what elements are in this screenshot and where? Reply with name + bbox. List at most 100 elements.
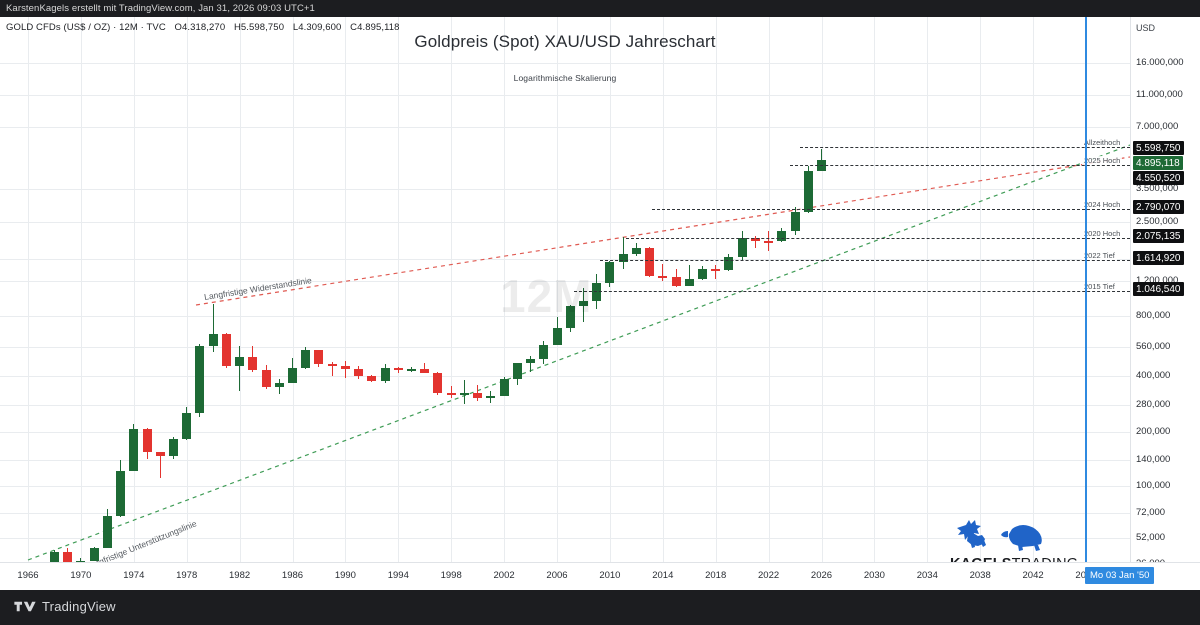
candle-body [168, 438, 178, 456]
plot-area[interactable]: Langfristige Widerstandslinie Langfristi… [0, 17, 1130, 562]
legend-symbol[interactable]: GOLD CFDs (US$ / OZ) · 12M · TVC [6, 22, 166, 33]
level-label: 2024 Hoch [1082, 200, 1123, 209]
candle-body [737, 238, 747, 257]
candle-body [129, 428, 139, 471]
level-label: 2025 Hoch [1082, 156, 1123, 165]
candle-body [102, 515, 112, 549]
annotation-support: Langfristige Unterstützungslinie [84, 518, 198, 562]
price-tick-label: 72,000 [1136, 507, 1166, 518]
time-tick-label: 2042 [1022, 570, 1044, 581]
grid-line-vertical [715, 17, 717, 562]
candle-body [499, 378, 509, 396]
candle-body [459, 392, 469, 395]
candle-body [433, 372, 443, 393]
price-tick-label: 2.500,000 [1136, 216, 1179, 227]
candle-body [777, 231, 787, 242]
candle-wick [715, 265, 717, 279]
time-tick-label: 2014 [652, 570, 674, 581]
candle-body [327, 364, 337, 367]
price-tick-label: 1.200,000 [1136, 275, 1179, 286]
grid-line-vertical [927, 17, 929, 562]
candle-wick [754, 235, 756, 249]
candle-body [393, 367, 403, 370]
annotation-resistance: Langfristige Widerstandslinie [203, 275, 313, 302]
candle-wick [530, 355, 532, 373]
time-tick-label: 1998 [440, 570, 462, 581]
candle-wick [159, 451, 161, 479]
time-tick-label: 2022 [758, 570, 780, 581]
price-tick-label: 52,000 [1136, 532, 1166, 543]
footer-bar: TradingView [0, 590, 1200, 625]
candle-body [261, 369, 271, 388]
candle-body [764, 241, 774, 244]
candle-body [301, 350, 311, 369]
time-cursor-badge: Mo 03 Jan '50 [1085, 567, 1155, 584]
time-tick-label: 1990 [334, 570, 356, 581]
price-tick-label: 16.000,000 [1136, 57, 1184, 68]
candle-wick [688, 264, 690, 287]
bull-bear-icon [957, 520, 1042, 551]
candle-wick [424, 362, 426, 374]
level-label: 2022 Tief [1082, 251, 1117, 260]
candle-body [354, 369, 364, 377]
price-tag: 1.046,540 [1133, 282, 1184, 296]
grid-line-horizontal [0, 460, 1130, 461]
time-tick-label: 2034 [916, 570, 938, 581]
candle-wick [662, 263, 664, 281]
legend-low: L4.309,600 [292, 22, 342, 33]
candle-body [526, 358, 536, 363]
level-label: Allzeithoch [1082, 138, 1123, 147]
candle-body [367, 376, 377, 382]
candle-body [314, 350, 324, 365]
tradingview-logo[interactable]: TradingView [14, 599, 116, 614]
candle-body [274, 382, 284, 388]
candle-body [248, 356, 258, 370]
candle-body [565, 305, 575, 329]
candle-wick [80, 557, 82, 562]
time-tick-label: 1978 [176, 570, 198, 581]
tradingview-wordmark: TradingView [42, 599, 116, 614]
candle-body [539, 345, 549, 359]
grid-line-horizontal [0, 405, 1130, 406]
logo-trading: TRADING [1012, 556, 1079, 562]
candle-body [684, 279, 694, 286]
logo-kagels: KAGELS [950, 556, 1012, 562]
price-tag: 4.895,118 [1133, 156, 1183, 170]
price-tag: 5.598,750 [1133, 141, 1184, 155]
candle-wick [622, 237, 624, 269]
candle-body [380, 367, 390, 382]
grid-line-horizontal [0, 513, 1130, 514]
candle-body [724, 256, 734, 271]
candle-body [486, 395, 496, 398]
price-tag: 4.550,520 [1133, 171, 1184, 185]
candle-wick [821, 149, 822, 171]
candle-wick [344, 361, 346, 379]
time-axis[interactable]: 1966 1970 1974 1978 1982 1986 1990 1994 1998 2002… [0, 562, 1200, 590]
candle-body [552, 328, 562, 346]
price-tick-label: 11.000,000 [1136, 89, 1183, 100]
candle-body [697, 269, 707, 280]
candle-body [208, 334, 218, 346]
time-tick-label: 2006 [546, 570, 568, 581]
candle-body [592, 283, 602, 301]
price-axis[interactable]: USD 16.000,000 11.000,000 7.000,000 3.500,0… [1130, 17, 1200, 590]
grid-line-vertical [980, 17, 982, 562]
candle-body [658, 275, 668, 278]
time-cursor-line [1085, 17, 1087, 562]
grid-line-horizontal [0, 347, 1130, 348]
candle-body [407, 368, 417, 371]
candle-body [605, 262, 615, 284]
level-line [790, 165, 1130, 166]
level-line [626, 238, 1130, 239]
kagels-logo: KAGELSTRADING [950, 517, 1085, 562]
grid-line-horizontal [0, 486, 1130, 487]
chart-legend[interactable]: GOLD CFDs (US$ / OZ) · 12M · TVC O4.318,… [6, 22, 406, 33]
time-tick-label: 2002 [493, 570, 515, 581]
candle-body [578, 300, 588, 306]
candle-body [803, 170, 813, 212]
grid-line-horizontal [0, 432, 1130, 433]
grid-line-horizontal [0, 189, 1130, 190]
time-tick-label: 1966 [17, 570, 39, 581]
time-tick-label: 2010 [599, 570, 621, 581]
price-tick-label: 400,000 [1136, 370, 1171, 381]
